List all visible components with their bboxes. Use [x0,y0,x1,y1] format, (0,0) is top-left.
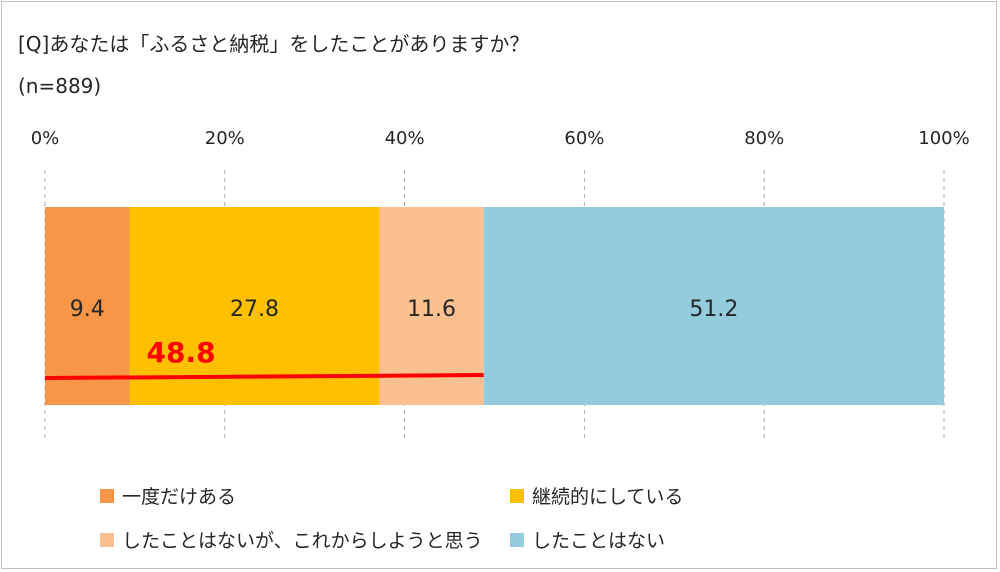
bar-segment-2 [379,207,484,405]
legend-item-continuous: 継続的にしている [510,482,683,509]
legend-swatch-never [510,532,524,547]
x-tick-label-5: 100% [918,128,969,149]
legend-swatch-plan [100,532,114,547]
data-label-3: 51.2 [689,297,738,322]
sample-size: (n=889) [18,74,102,98]
legend-label-once: 一度だけある [122,486,237,508]
x-tick-label-1: 20% [205,128,245,149]
annotation-label: 48.8 [147,336,216,369]
bar-segment-3 [483,207,944,405]
legend-swatch-continuous [510,488,524,503]
data-label-1: 27.8 [230,297,279,322]
legend-item-plan: したことはないが、これからしようと思う [100,526,483,553]
data-label-2: 11.6 [407,297,456,322]
x-tick-label-4: 80% [744,128,784,149]
bar-segment-0 [45,207,130,405]
legend-label-continuous: 継続的にしている [532,486,684,508]
x-tick-label-3: 60% [564,128,604,149]
data-label-0: 9.4 [70,297,105,322]
legend-item-never: したことはない [510,526,665,553]
legend-label-never: したことはない [532,530,666,552]
legend-label-plan: したことはないが、これからしようと思う [122,530,483,552]
legend-swatch-once [100,488,114,503]
x-tick-label-0: 0% [31,128,60,149]
x-tick-label-2: 40% [385,128,425,149]
legend-item-once: 一度だけある [100,482,236,509]
annotation-line [44,373,484,380]
chart-question: [Q]あなたは「ふるさと納税」をしたことがありますか？ [18,32,530,56]
bar-segment-1 [129,207,380,405]
